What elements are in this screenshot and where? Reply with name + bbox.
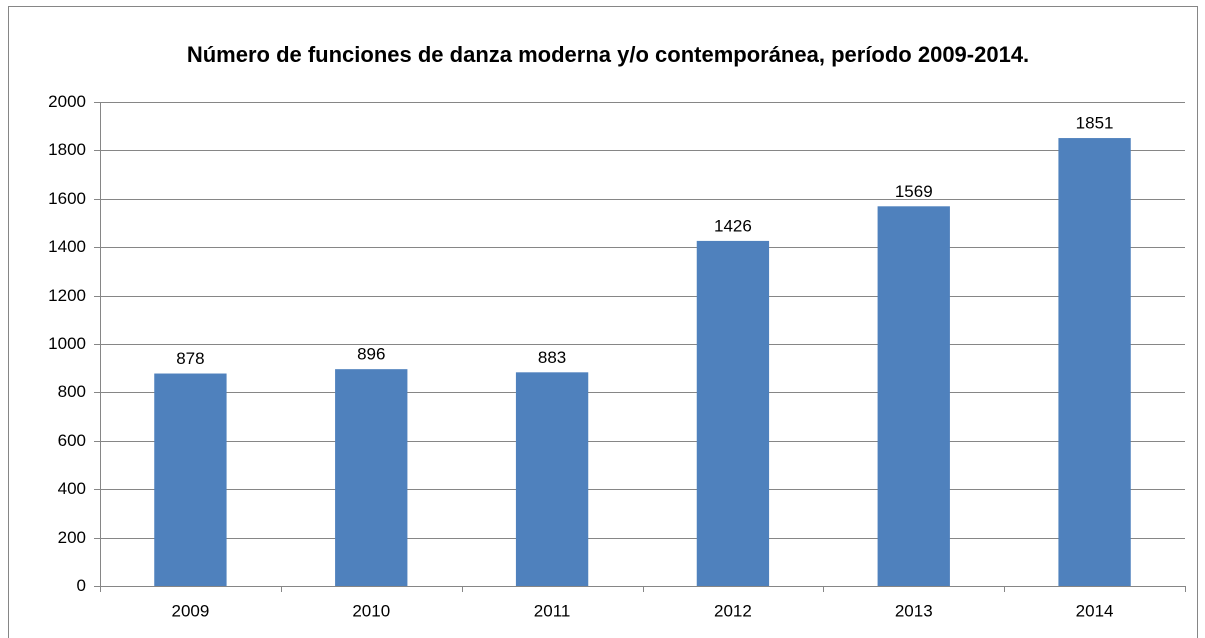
bar	[877, 206, 950, 586]
x-tick-label: 2012	[714, 601, 752, 620]
bar	[335, 369, 408, 586]
y-tick-label: 1600	[48, 189, 86, 208]
y-tick-label: 800	[58, 382, 86, 401]
y-tick-label: 1400	[48, 237, 86, 256]
bar	[1058, 138, 1131, 587]
x-tick-label: 2009	[172, 601, 210, 620]
x-tick-label: 2013	[895, 601, 933, 620]
y-tick-label: 1000	[48, 334, 86, 353]
bar	[154, 373, 227, 586]
y-tick-label: 400	[58, 479, 86, 498]
y-tick-label: 2000	[48, 92, 86, 111]
data-label: 883	[538, 348, 566, 367]
y-tick-label: 600	[58, 431, 86, 450]
chart-title: Número de funciones de danza moderna y/o…	[187, 42, 1029, 67]
y-tick-label: 0	[77, 576, 86, 595]
data-label: 1851	[1076, 114, 1114, 133]
x-tick-label: 2011	[534, 601, 571, 620]
y-tick-label: 200	[58, 528, 86, 547]
y-tick-label: 1200	[48, 286, 86, 305]
x-tick-label: 2014	[1076, 601, 1114, 620]
data-label: 1569	[895, 182, 933, 201]
bar	[696, 240, 770, 586]
data-label: 1426	[714, 216, 752, 235]
data-label: 896	[357, 345, 385, 364]
y-tick-label: 1800	[48, 140, 86, 159]
data-label: 878	[176, 349, 204, 368]
bar	[515, 372, 589, 586]
x-tick-label: 2010	[352, 601, 390, 620]
